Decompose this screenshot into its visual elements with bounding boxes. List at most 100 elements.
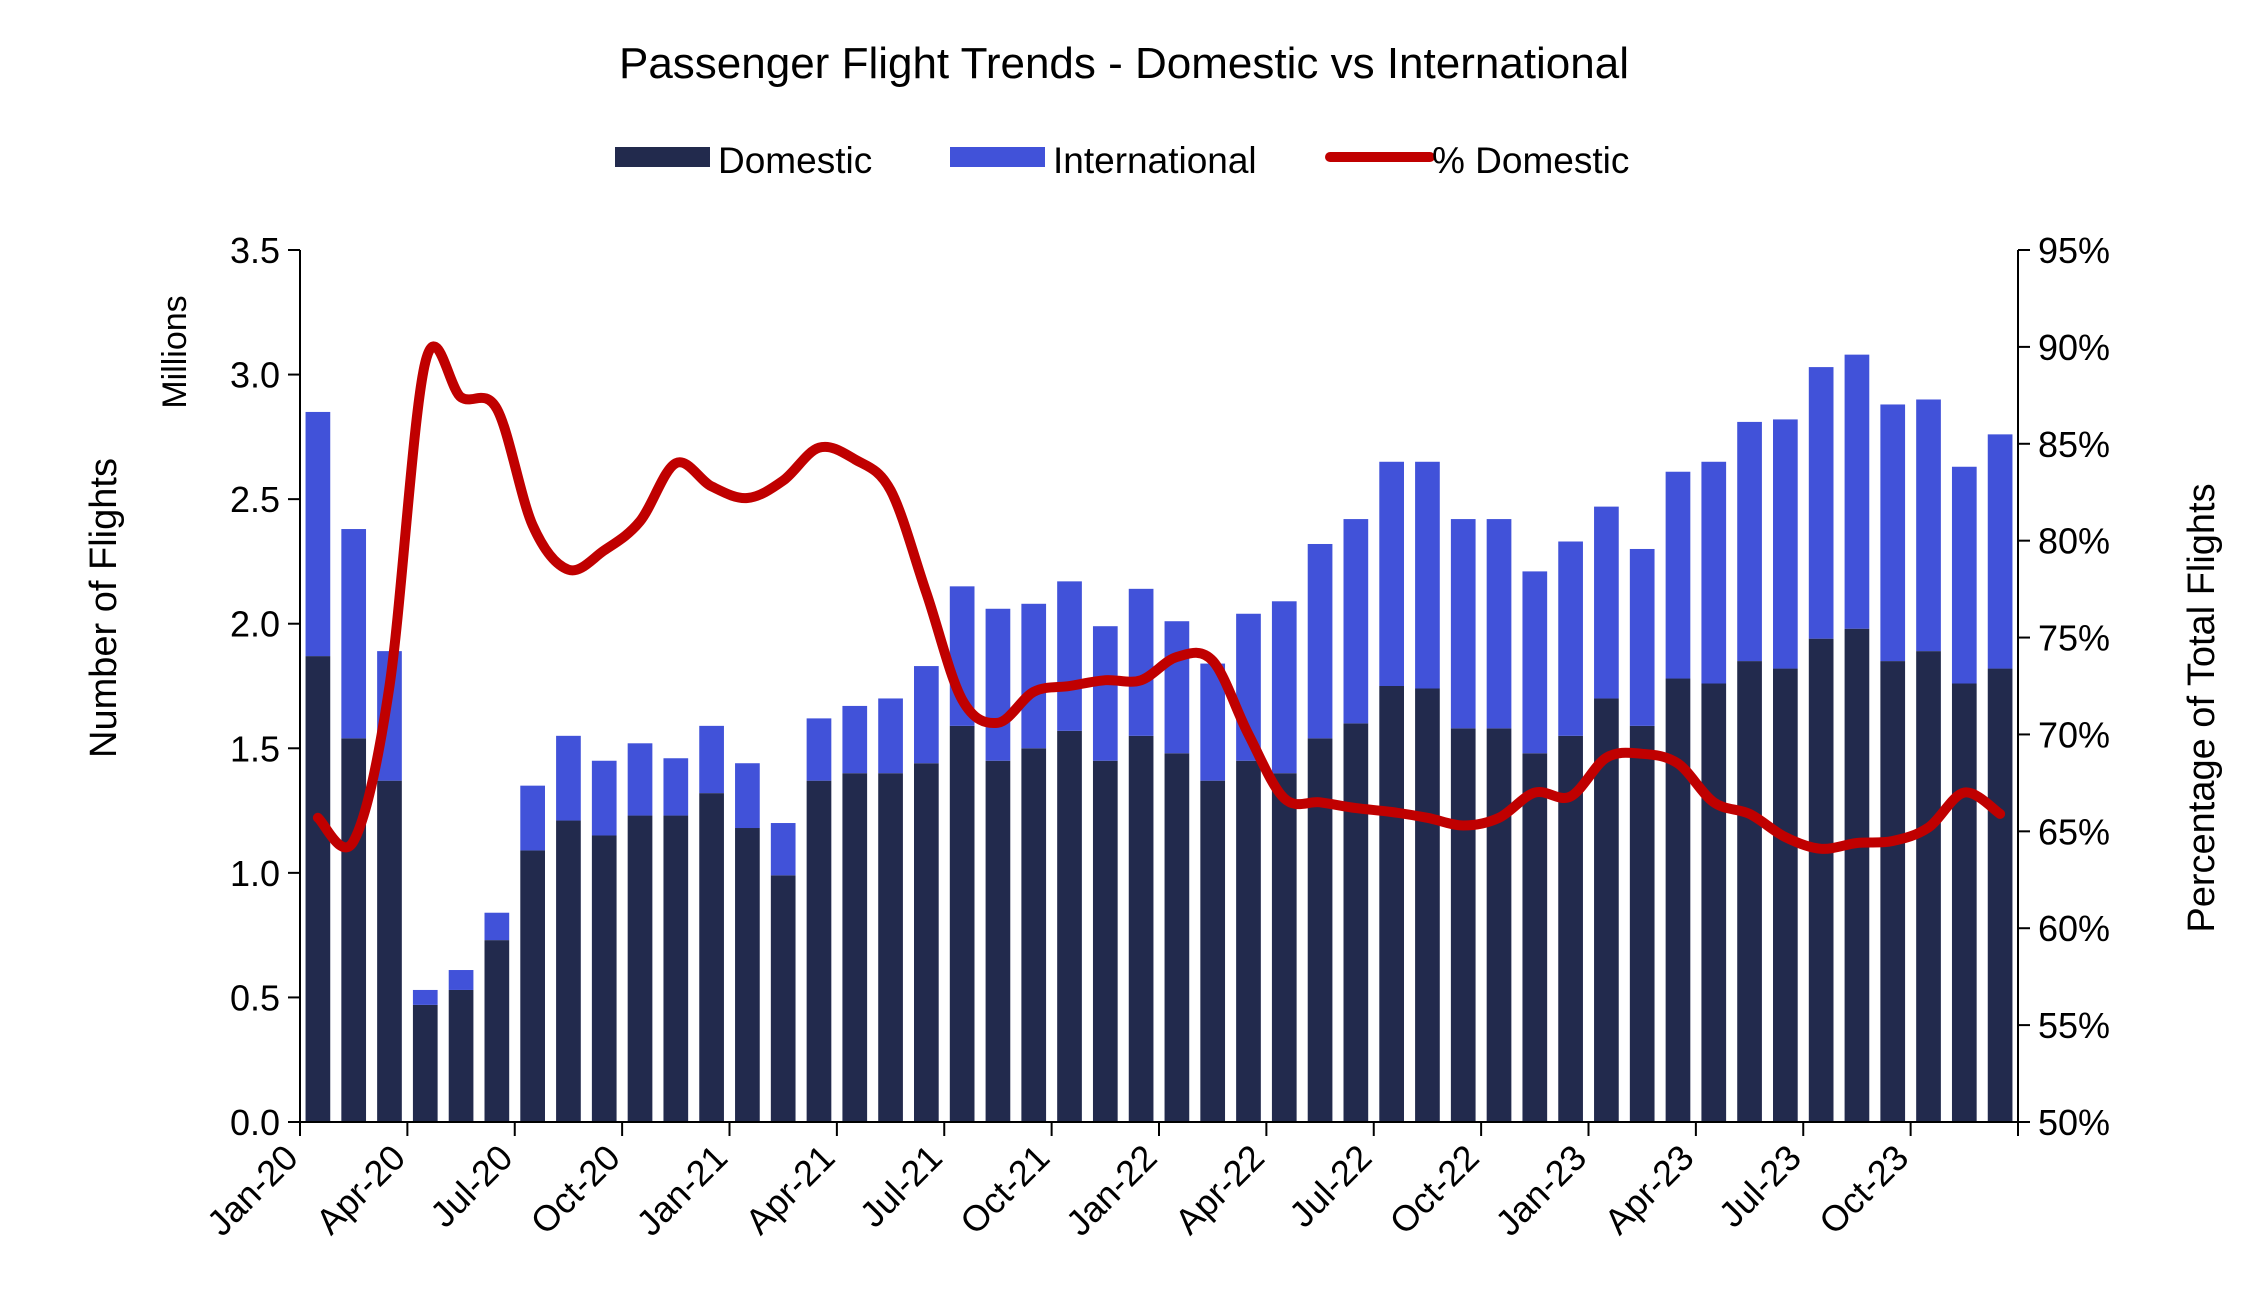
- bar-domestic: [520, 850, 545, 1122]
- bar-domestic: [1021, 748, 1047, 1122]
- pct-domestic-point: [1676, 762, 1680, 766]
- bar-international: [1701, 461, 1727, 684]
- pct-domestic-point: [1461, 824, 1465, 828]
- legend-label-international: International: [1053, 140, 1257, 181]
- bar-international: [1271, 601, 1297, 774]
- y-tick-label: 1.5: [230, 728, 280, 769]
- bar-international: [1057, 581, 1082, 731]
- bar-domestic: [1486, 728, 1512, 1122]
- pct-domestic-point: [1998, 812, 2002, 816]
- bar-international: [842, 705, 868, 774]
- bar-domestic: [699, 793, 724, 1122]
- bar-domestic: [1200, 780, 1226, 1122]
- bar-international: [1128, 588, 1154, 736]
- y2-tick-label: 60%: [2038, 908, 2110, 949]
- bar-domestic: [448, 989, 474, 1122]
- bar-international: [448, 970, 474, 990]
- pct-domestic-point: [1569, 794, 1573, 798]
- bar-domestic: [1415, 688, 1440, 1122]
- bar-domestic: [484, 940, 510, 1122]
- pct-domestic-point: [1282, 796, 1286, 800]
- bar-domestic: [1808, 638, 1834, 1122]
- bar-domestic: [1092, 760, 1118, 1122]
- legend-swatch-international: [950, 147, 1045, 167]
- bar-international: [1880, 404, 1906, 662]
- pct-domestic-point: [1891, 839, 1895, 843]
- x-tick-label: Jan-22: [1058, 1137, 1165, 1244]
- bar-domestic: [1522, 753, 1548, 1122]
- y-tick-label: 0.5: [230, 977, 280, 1018]
- bar-international: [1522, 571, 1548, 754]
- bar-international: [341, 529, 367, 739]
- bar-international: [1343, 519, 1369, 724]
- pct-domestic-point: [1175, 655, 1179, 659]
- pct-domestic-point: [1211, 659, 1215, 663]
- bar-international: [1558, 541, 1583, 736]
- bar-international: [305, 411, 331, 657]
- bar-international: [1629, 548, 1655, 726]
- bar-international: [699, 725, 724, 794]
- y-tick-label: 2.0: [230, 604, 280, 645]
- pct-domestic-point: [566, 568, 570, 572]
- bar-international: [412, 989, 438, 1005]
- bar-international: [1486, 519, 1512, 729]
- bar-domestic: [377, 780, 402, 1122]
- pct-domestic-point: [924, 591, 928, 595]
- x-tick-label: Apr-21: [737, 1137, 842, 1242]
- x-tick-label: Jul-23: [1711, 1137, 1809, 1235]
- bar-domestic: [412, 1004, 438, 1122]
- bar-international: [556, 735, 581, 821]
- pct-domestic-point: [1604, 756, 1608, 760]
- pct-domestic-point: [1497, 816, 1501, 820]
- pct-domestic-point: [316, 816, 320, 820]
- bar-domestic: [1271, 773, 1297, 1122]
- pct-domestic-point: [1139, 678, 1143, 682]
- bar-domestic: [1450, 728, 1476, 1122]
- bar-domestic: [1773, 668, 1798, 1122]
- pct-domestic-point: [1640, 752, 1644, 756]
- pct-domestic-point: [889, 488, 893, 492]
- pct-domestic-point: [423, 360, 427, 364]
- bar-international: [1379, 461, 1404, 686]
- x-tick-label: Jan-21: [628, 1137, 735, 1244]
- y2-tick-label: 90%: [2038, 327, 2110, 368]
- bar-domestic: [1737, 661, 1762, 1122]
- y2-tick-label: 55%: [2038, 1005, 2110, 1046]
- y-tick-label: 1.0: [230, 853, 280, 894]
- y2-tick-label: 70%: [2038, 714, 2110, 755]
- bar-domestic: [1880, 661, 1906, 1122]
- bar-domestic: [1379, 686, 1404, 1122]
- pct-domestic-point: [745, 496, 749, 500]
- y-tick-label: 3.0: [230, 355, 280, 396]
- x-tick-label: Oct-21: [952, 1137, 1057, 1242]
- pct-domestic-point: [459, 395, 463, 399]
- bar-international: [1987, 434, 2013, 669]
- bar-international: [520, 785, 545, 851]
- bar-domestic: [1128, 735, 1154, 1122]
- pct-domestic-point: [1354, 806, 1358, 810]
- bar-international: [1450, 519, 1476, 729]
- bar-domestic: [735, 828, 760, 1122]
- y2-tick-label: 50%: [2038, 1102, 2110, 1143]
- bar-international: [1021, 603, 1047, 749]
- x-tick-label: Apr-22: [1167, 1137, 1272, 1242]
- pct-domestic-point: [1390, 810, 1394, 814]
- bar-domestic: [556, 820, 581, 1122]
- bar-international: [627, 743, 653, 816]
- bar-international: [806, 718, 832, 781]
- bar-domestic: [985, 760, 1011, 1122]
- pct-domestic-point: [1318, 800, 1322, 804]
- pct-domestic-point: [531, 523, 535, 527]
- bar-domestic: [842, 773, 868, 1122]
- bar-domestic: [663, 815, 689, 1122]
- bar-international: [663, 758, 689, 816]
- bar-international: [1773, 419, 1798, 669]
- bar-domestic: [806, 780, 832, 1122]
- bar-international: [985, 608, 1011, 761]
- y2-tick-label: 80%: [2038, 521, 2110, 562]
- pct-domestic-point: [1962, 791, 1966, 795]
- pct-domestic-point: [1425, 816, 1429, 820]
- bar-international: [1594, 506, 1619, 699]
- y2-tick-label: 85%: [2038, 424, 2110, 465]
- bar-international: [735, 763, 760, 829]
